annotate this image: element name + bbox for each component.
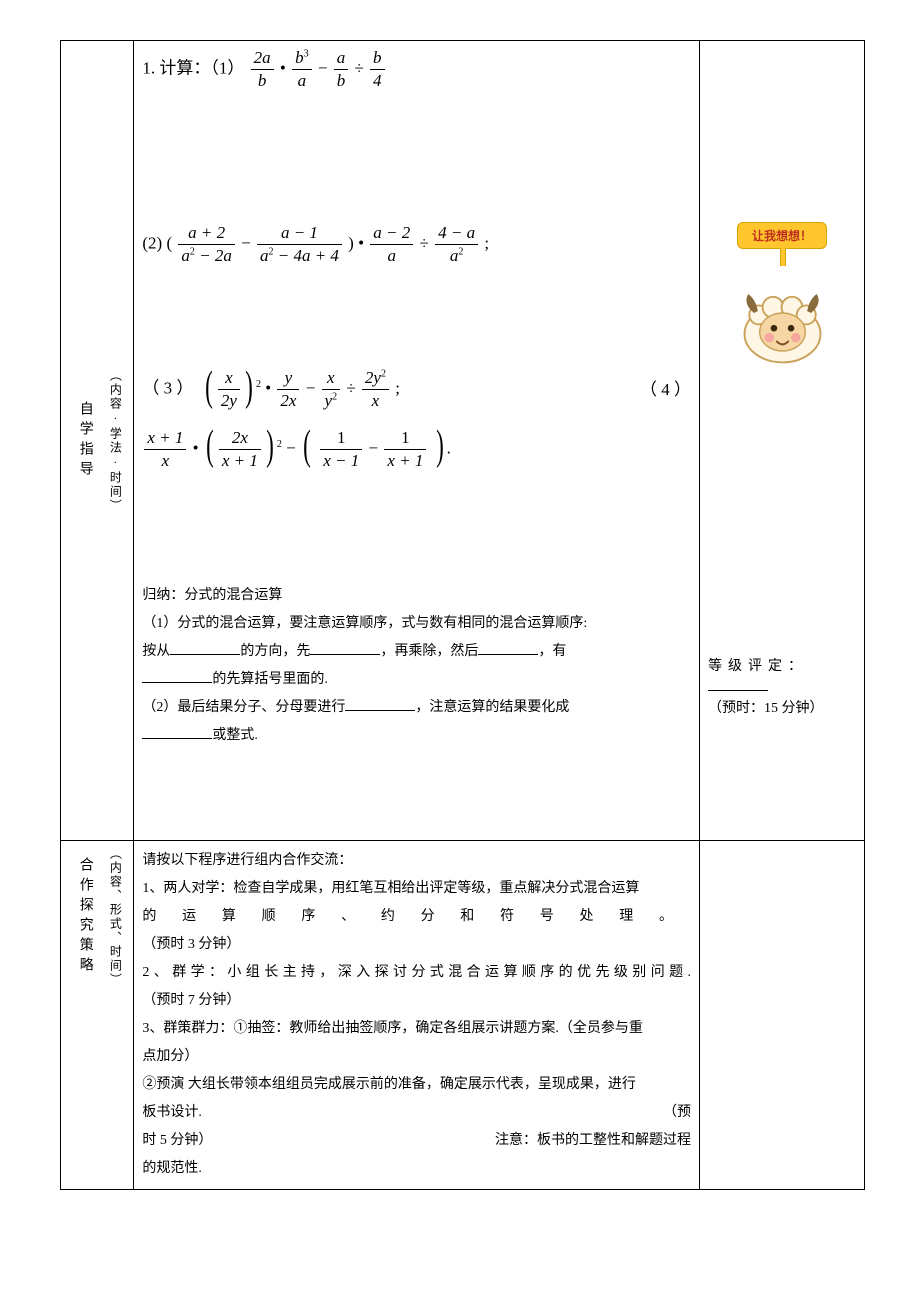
r2-l2b: 的运算顺序、约分和符号处理。	[142, 903, 691, 931]
summary-p1a: （1）分式的混合运算，要注意运算顺序，式与数有相同的混合运算顺序:	[142, 610, 691, 638]
row1-content: 1. 计算：（1） 2ab • b3a − ab ÷ b4 (2) ( a + …	[134, 41, 700, 841]
summary-p1b: 按从的方向，先，再乘除，然后，有	[142, 638, 691, 666]
summary-p1c: 的先算括号里面的.	[142, 666, 691, 694]
r2-l3b: （预时 7 分钟）	[142, 987, 691, 1015]
time-label: （预时：15 分钟）	[708, 697, 856, 717]
q4-label: （ 4 ）	[640, 373, 691, 407]
r2-l4a: 3、群策群力：①抽签：教师给出抽签顺序，确定各组展示讲题方案.（全员参与重	[142, 1015, 691, 1043]
q3: （ 3 ） (x2y)2 • y2x − xy2 ÷ 2y2x ; （ 4 ）	[142, 367, 691, 412]
row2-content: 请按以下程序进行组内合作交流： 1、两人对学：检查自学成果，用红笔互相给出评定等…	[134, 841, 700, 1190]
grade-label: 等级评定：	[708, 655, 856, 675]
r2-l3a: 2、群学：小组长主持，深入探讨分式混合运算顺序的优先级别问题.	[142, 959, 691, 987]
row2-left-sub: （内容、形式、时间）	[104, 847, 126, 987]
summary-title: 归纳：分式的混合运算	[142, 582, 691, 610]
summary: 归纳：分式的混合运算 （1）分式的混合运算，要注意运算顺序，式与数有相同的混合运…	[142, 582, 691, 750]
r2-l2c: （预时 3 分钟）	[142, 931, 691, 959]
q4: x + 1x • (2xx + 1)2 − ( 1x − 1 − 1x + 1 …	[142, 427, 691, 472]
q1: 1. 计算：（1） 2ab • b3a − ab ÷ b4	[142, 47, 691, 92]
row1-left-main: 自学指导	[69, 401, 100, 481]
r2-l1: 请按以下程序进行组内合作交流：	[142, 847, 691, 875]
r2-l6: 的规范性.	[142, 1155, 691, 1183]
r2-l2a: 1、两人对学：检查自学成果，用红笔互相给出评定等级，重点解决分式混合运算	[142, 875, 691, 903]
summary-p2c: 或整式.	[142, 722, 691, 750]
row1-right: 让我想想！ 等级评定： （预时：15 分钟）	[700, 41, 865, 841]
r2-l5a: ②预演 大组长带领本组组员完成展示前的准备，确定展示代表，呈现成果，进行	[142, 1071, 691, 1099]
grade-blank	[708, 677, 768, 691]
summary-p2a: （2）最后结果分子、分母要进行，注意运算的结果要化成	[142, 694, 691, 722]
row2-right	[700, 841, 865, 1190]
row2-left-main: 合作探究策略	[69, 857, 100, 977]
r2-l5c: 时 5 分钟）注意：板书的工整性和解题过程	[142, 1127, 691, 1155]
q2: (2) ( a + 2a2 − 2a − a − 1a2 − 4a + 4 ) …	[142, 222, 691, 267]
sheep-icon	[708, 275, 856, 375]
row1-left-sub: （内容·学法·时间）	[104, 369, 126, 513]
row2-left-label: 合作探究策略 （内容、形式、时间）	[61, 841, 134, 1190]
thought-callout: 让我想想！	[737, 222, 827, 249]
row1-left-label: 自学指导 （内容·学法·时间）	[61, 41, 134, 841]
r2-l4b: 点加分）	[142, 1043, 691, 1071]
r2-l5b: 板书设计.（预	[142, 1099, 691, 1127]
